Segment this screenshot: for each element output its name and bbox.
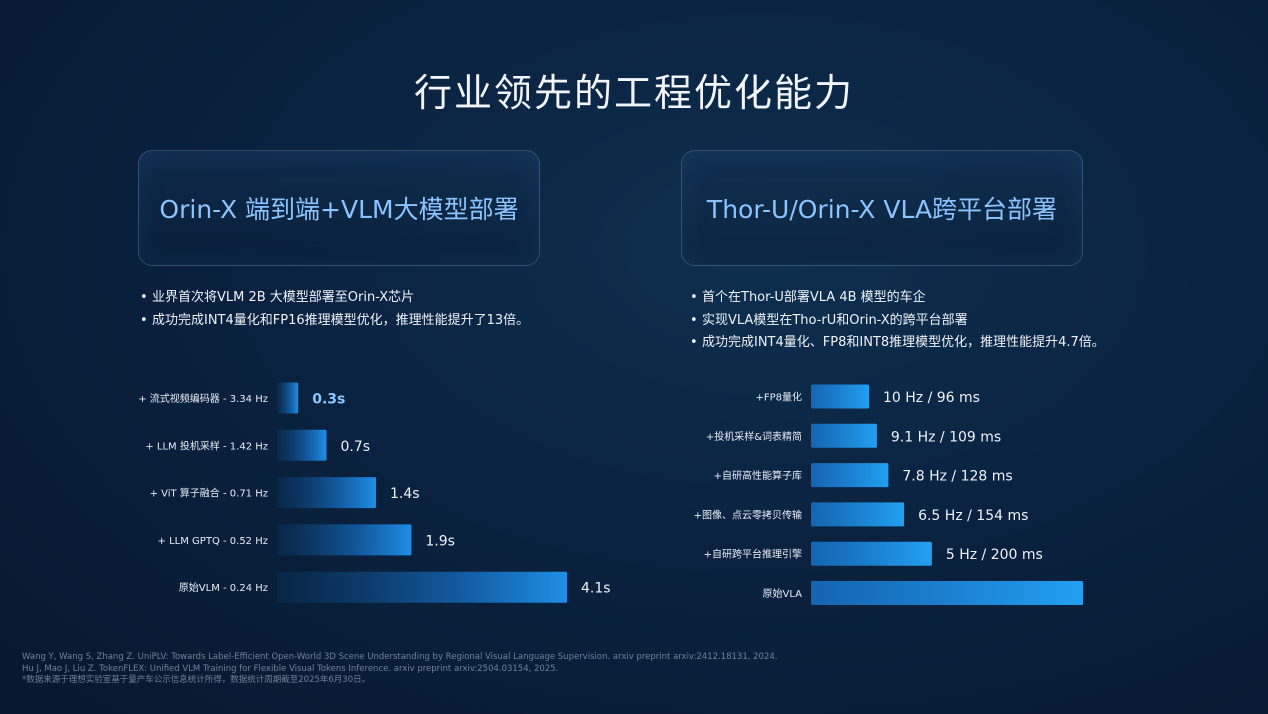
left-bullet-item: 业界首次将VLM 2B 大模型部署至Orin-X芯片 (140, 287, 529, 310)
value-label: 5 Hz / 200 ms (946, 547, 1043, 563)
right-bullet-list: 首个在Thor-U部署VLA 4B 模型的车企 实现VLA模型在Tho-rU和O… (690, 287, 1105, 355)
category-label: + ViT 算子融合 - 0.71 Hz (150, 487, 268, 500)
bar (277, 429, 327, 461)
bar (811, 581, 1083, 605)
bar (811, 463, 889, 488)
value-label: 1.9s (425, 533, 455, 549)
left-bullet-list: 业界首次将VLM 2B 大模型部署至Orin-X芯片 成功完成INT4量化和FP… (140, 287, 529, 332)
right-bullet-item: 成功完成INT4量化、FP8和INT8推理模型优化，推理性能提升4.7倍。 (690, 332, 1105, 355)
page-title: 行业领先的工程优化能力 (413, 71, 854, 115)
category-label: 原始VLM - 0.24 Hz (179, 581, 268, 594)
left-bullet-item: 成功完成INT4量化和FP16推理模型优化，推理性能提升了13倍。 (140, 310, 529, 333)
bar (811, 541, 932, 566)
value-label: 6.5 Hz / 154 ms (918, 508, 1028, 524)
bar (811, 502, 905, 527)
right-bullet-item: 首个在Thor-U部署VLA 4B 模型的车企 (690, 287, 1105, 310)
category-label: +自研跨平台推理引擎 (704, 548, 802, 561)
value-label: 1.4s (390, 486, 420, 502)
left-section-card: Orin-X 端到端+VLM大模型部署 (138, 150, 540, 266)
bar (277, 571, 567, 603)
category-label: +自研高性能算子库 (714, 469, 802, 482)
reference-line: Hu J, Mao J, Liu Z. TokenFLEX: Unified V… (22, 663, 559, 674)
category-label: +投机采样&词表精简 (706, 430, 802, 443)
value-label: 9.1 Hz / 109 ms (891, 429, 1001, 445)
value-label: 7.8 Hz / 128 ms (902, 469, 1012, 485)
left-latency-chart: + 流式视频编码器 - 3.34 Hz 0.3s + LLM 投机采样 - 1.42… (138, 382, 611, 603)
bar (811, 423, 877, 448)
value-label: 10 Hz / 96 ms (883, 390, 980, 406)
category-label: + 流式视频编码器 - 3.34 Hz (138, 392, 268, 405)
references: Wang Y, Wang S, Zhang Z. UniPLV: Towards… (22, 652, 777, 687)
right-card-title: Thor-U/Orin-X VLA跨平台部署 (706, 195, 1058, 224)
category-label: + LLM 投机采样 - 1.42 Hz (145, 439, 268, 452)
reference-line: Wang Y, Wang S, Zhang Z. UniPLV: Towards… (22, 652, 778, 662)
category-label: +FP8量化 (755, 391, 802, 404)
category-label: + LLM GPTQ - 0.52 Hz (158, 536, 268, 547)
right-frequency-chart: +FP8量化 10 Hz / 96 ms +投机采样&词表精简 9.1 Hz / 10… (694, 384, 1083, 605)
value-label: 4.1s (581, 581, 611, 597)
right-bullet-item: 实现VLA模型在Tho-rU和Orin-X的跨平台部署 (690, 310, 1105, 333)
value-label: 0.7s (341, 439, 371, 455)
bar (277, 382, 299, 414)
bar (277, 524, 412, 556)
category-label: 原始VLA (763, 587, 803, 600)
bar (277, 477, 377, 509)
right-section-card: Thor-U/Orin-X VLA跨平台部署 (681, 150, 1083, 266)
bar (811, 384, 870, 409)
value-label: 0.3s (312, 392, 345, 408)
left-card-title: Orin-X 端到端+VLM大模型部署 (159, 195, 519, 224)
category-label: +图像、点云零拷贝传输 (694, 508, 802, 521)
reference-line: *数据来源于理想实验室基于量产车公示信息统计所得，数据统计周期截至2025年6月… (22, 675, 371, 685)
